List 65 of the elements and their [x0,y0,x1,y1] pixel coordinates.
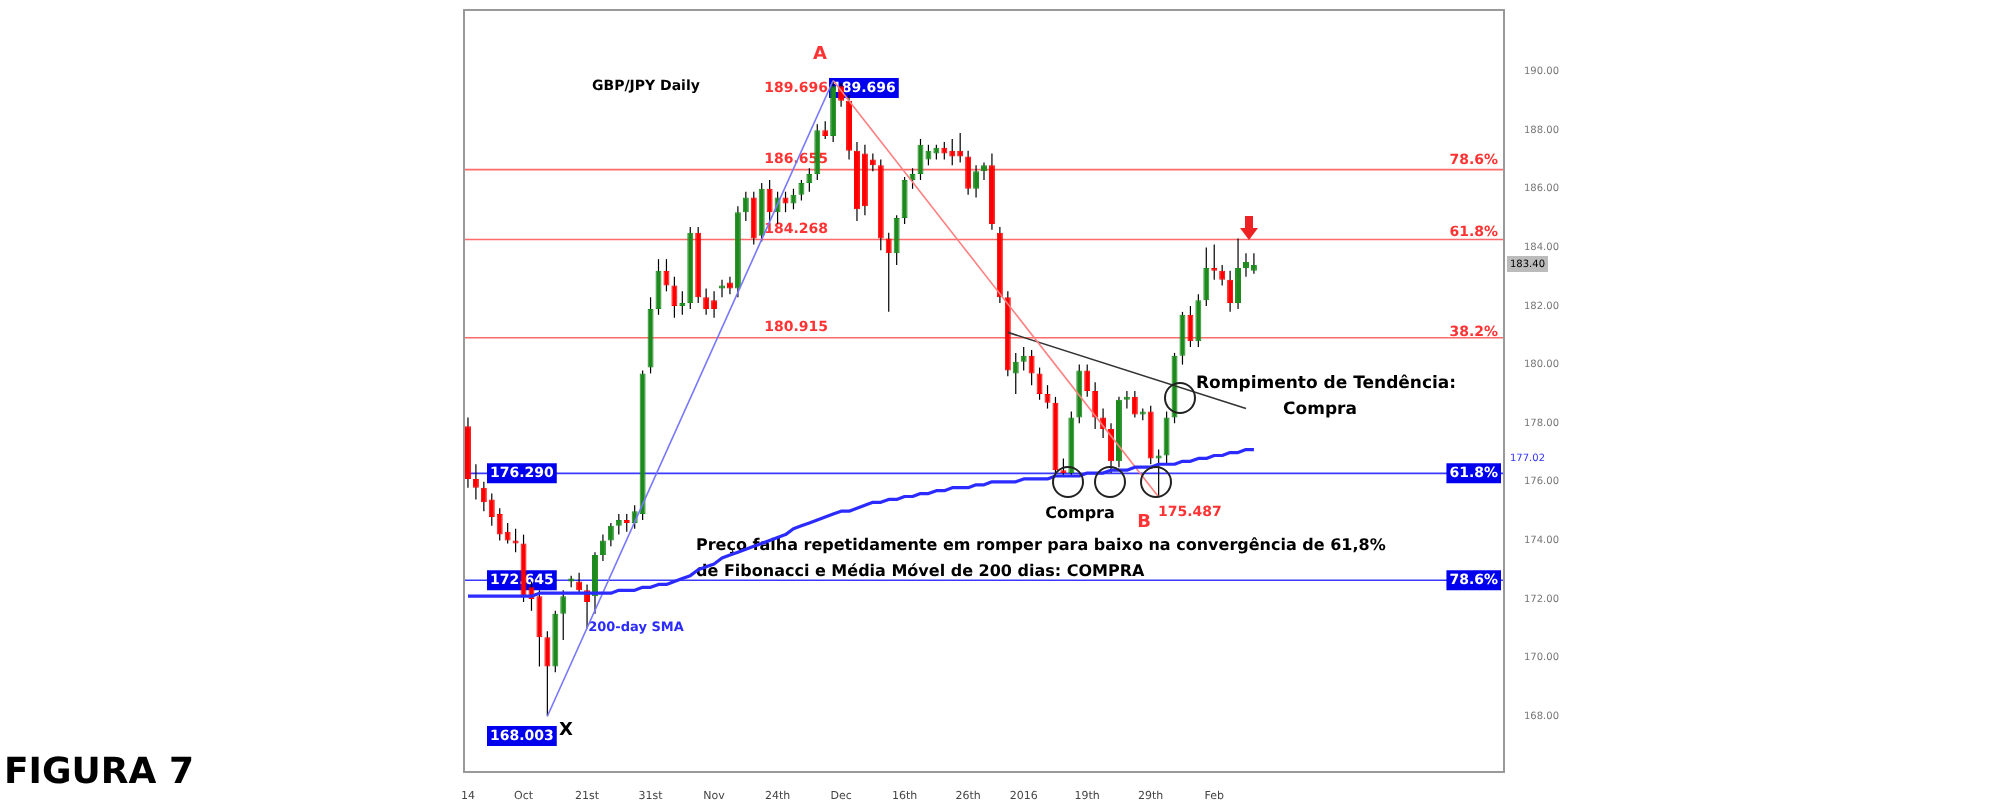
candlestick [1179,311,1186,366]
candlestick [1028,349,1035,386]
candlestick [949,138,956,166]
candlestick [480,481,487,512]
candlestick [679,290,686,316]
candlestick [1219,264,1226,287]
annotation: Compra [1283,400,1358,421]
candlestick [1131,390,1138,418]
candlestick [496,507,503,542]
candlestick [513,528,518,553]
candlestick [750,191,757,246]
candlestick [472,463,479,501]
candlestick [909,167,916,190]
candlestick [607,522,614,547]
candlestick [806,167,813,193]
candlestick [711,290,718,319]
candlestick [1020,346,1027,372]
candlestick [830,79,837,143]
annotation: B [1137,512,1152,533]
candlestick [742,191,749,222]
candlestick [981,161,987,181]
candlestick [1123,390,1130,410]
candlestick [1108,422,1114,474]
annotation: X [559,720,574,741]
candlestick [615,513,622,536]
candlestick [1235,238,1242,310]
candlestick [973,164,980,199]
candlestick [703,287,710,316]
annotation: Compra [1045,504,1115,523]
candlestick [1076,364,1083,424]
candlestick [766,179,773,222]
candlestick [544,630,551,717]
text: FIGURA 7 [4,751,194,794]
candlestick [1084,364,1091,398]
candlestick [1195,293,1202,348]
candlestick [599,534,606,562]
candlestick [1092,381,1099,430]
candlestick [965,150,972,196]
candlestick [560,589,567,641]
candlestick [1227,270,1234,313]
candlestick [957,132,964,163]
candlestick [1147,405,1154,465]
candlestick [1203,246,1210,307]
candlestick [1012,352,1019,395]
annotation: Rompimento de Tendência: [1196,374,1457,395]
candlestick [758,182,765,243]
candlestick [1036,366,1043,401]
candlestick [1187,305,1194,348]
candlestick [536,589,543,668]
candlestick [846,94,853,161]
annotation: A [813,44,828,65]
candlestick [671,276,678,319]
candlestick [893,214,900,266]
candlestick [719,279,725,298]
candlestick [1156,449,1161,498]
candlestick [885,232,892,313]
candlestick [488,492,495,527]
candlestick [901,176,908,225]
candlestick [1250,252,1257,275]
candlestick [1163,410,1170,465]
candlestick [663,258,670,292]
candlestick [798,179,805,202]
candlestick [1211,243,1218,281]
candlestick [1243,252,1249,278]
candlestick [592,551,598,615]
